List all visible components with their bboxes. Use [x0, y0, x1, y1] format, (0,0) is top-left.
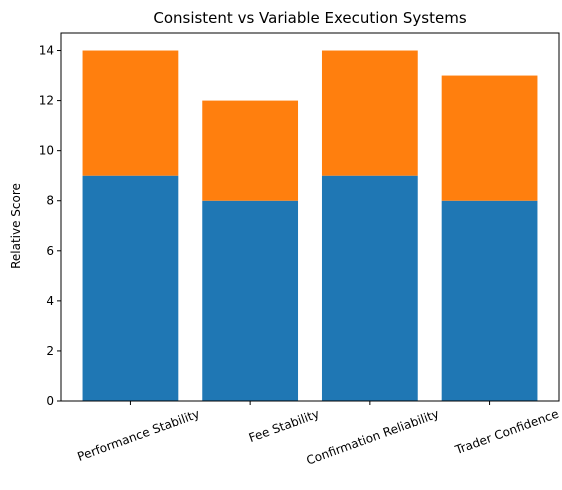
x-tick-label: Trader Confidence [452, 407, 560, 458]
y-axis: 0 2 4 6 8 10 12 14 [39, 44, 61, 408]
bar-series-1-confirmation-reliability [321, 175, 418, 401]
y-tick-label: 12 [39, 94, 54, 108]
x-tick-label: Fee Stability [247, 407, 321, 445]
x-tick-label: Performance Stability [75, 407, 201, 464]
y-tick-label: 4 [46, 294, 54, 308]
y-tick-label: 14 [39, 44, 54, 58]
y-tick-label: 0 [46, 394, 54, 408]
bar-series-2-trader-confidence [441, 75, 538, 201]
plot-frame [60, 32, 560, 402]
x-tick-label: Confirmation Reliability [304, 407, 440, 468]
y-tick-label: 6 [46, 244, 54, 258]
chart-title: Consistent vs Variable Execution Systems [153, 9, 466, 27]
bar-series-2-performance-stability [82, 50, 179, 176]
y-tick-label: 2 [46, 344, 54, 358]
bar-series-2-fee-stability [202, 100, 299, 201]
bar-series-1-trader-confidence [441, 200, 538, 401]
bar-series-1-performance-stability [82, 175, 179, 401]
y-tick-label: 10 [39, 144, 54, 158]
x-axis: Performance Stability Fee StabilityConfir… [75, 401, 561, 468]
bar-series-1-fee-stability [202, 200, 299, 401]
y-tick-label: 8 [46, 194, 54, 208]
bar-series-2-confirmation-reliability [321, 50, 418, 176]
bars-group [82, 50, 538, 401]
y-axis-label: Relative Score [9, 183, 23, 269]
